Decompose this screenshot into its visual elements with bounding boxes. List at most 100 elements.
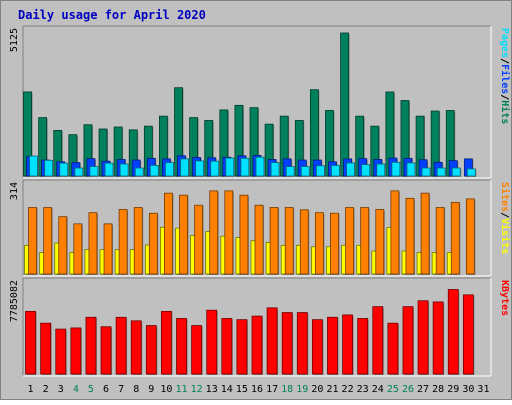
bar-kbytes xyxy=(55,328,67,375)
day-label: 18 xyxy=(281,384,293,395)
bar-sites xyxy=(58,216,68,275)
legend-separator: / xyxy=(499,94,510,100)
legend-kbytes: KBytes xyxy=(499,280,510,316)
bar-sites xyxy=(164,192,173,275)
bar-sites xyxy=(43,207,53,275)
bar-pages xyxy=(376,163,386,177)
bar-kbytes xyxy=(161,310,172,375)
day-label: 12 xyxy=(191,384,203,395)
day-label: 15 xyxy=(236,384,248,395)
bar-kbytes xyxy=(176,318,187,375)
bar-sites xyxy=(88,212,98,275)
bar-sites xyxy=(209,190,219,275)
max-value-label: 5125 xyxy=(9,28,20,52)
day-label: 24 xyxy=(372,384,384,395)
bar-hits xyxy=(340,32,349,177)
axis-legend: Pages/Files/Hits xyxy=(499,28,511,124)
bar-sites xyxy=(450,201,460,275)
day-label: 17 xyxy=(266,384,278,395)
bar-kbytes xyxy=(100,326,112,375)
bar-pages xyxy=(270,162,280,177)
day-label: 20 xyxy=(311,384,323,395)
bar-kbytes xyxy=(296,312,308,375)
max-value-label: 314 xyxy=(9,182,20,200)
bar-sites xyxy=(299,209,309,275)
day-label: 1 xyxy=(28,384,34,395)
bar-kbytes xyxy=(372,306,384,375)
max-value-label: 7785082 xyxy=(9,280,20,322)
day-label: 8 xyxy=(133,384,139,395)
day-label: 3 xyxy=(58,384,64,395)
day-label: 16 xyxy=(251,384,263,395)
bar-kbytes xyxy=(281,312,293,375)
chart-title: Daily usage for April 2020 xyxy=(18,8,206,22)
bar-sites xyxy=(118,209,128,275)
bar-kbytes xyxy=(25,310,36,375)
bar-sites xyxy=(28,207,37,275)
bar-pages xyxy=(165,162,174,177)
legend-files: Files xyxy=(499,64,511,94)
bar-kbytes xyxy=(417,300,429,375)
bar-kbytes xyxy=(191,325,203,375)
bar-kbytes xyxy=(70,327,82,375)
bar-sites xyxy=(284,207,294,275)
bar-pages xyxy=(29,155,38,177)
bar-kbytes xyxy=(327,316,338,375)
bar-kbytes xyxy=(432,301,444,375)
bar-pages xyxy=(315,165,325,177)
day-label: 14 xyxy=(221,384,233,395)
day-label: 30 xyxy=(462,384,474,395)
bar-pages xyxy=(255,156,265,177)
bar-kbytes xyxy=(40,322,52,375)
bar-kbytes xyxy=(206,309,218,375)
bar-sites xyxy=(420,192,430,275)
day-label: 25 xyxy=(387,384,399,395)
day-label: 11 xyxy=(175,384,187,395)
day-label: 9 xyxy=(148,384,154,395)
bar-kbytes xyxy=(357,318,369,375)
bar-sites xyxy=(314,212,324,275)
day-label: 10 xyxy=(160,384,172,395)
bar-sites xyxy=(435,207,445,275)
bar-pages xyxy=(210,160,220,177)
bar-sites xyxy=(465,198,475,275)
bar-kbytes xyxy=(311,319,323,375)
day-label: 2 xyxy=(43,384,49,395)
bar-kbytes xyxy=(266,307,278,375)
bar-pages xyxy=(406,162,416,177)
bar-pages xyxy=(180,158,189,177)
bar-sites xyxy=(103,223,113,275)
bar-pages xyxy=(59,162,69,177)
bar-pages xyxy=(44,159,54,177)
bar-pages xyxy=(466,168,476,177)
bar-sites xyxy=(269,207,279,275)
bar-kbytes xyxy=(130,320,142,375)
bar-pages xyxy=(119,163,129,177)
axis-legend: Sites/Visits xyxy=(499,182,511,254)
day-label: 22 xyxy=(342,384,354,395)
bar-sites xyxy=(148,212,158,275)
day-label: 7 xyxy=(118,384,124,395)
legend-sites: Sites xyxy=(499,182,511,212)
bar-sites xyxy=(73,223,83,275)
legend-pages: Pages xyxy=(499,28,510,58)
day-label: 13 xyxy=(206,384,218,395)
bar-pages xyxy=(331,165,340,177)
bar-pages xyxy=(89,166,99,177)
legend-hits: Hits xyxy=(499,100,511,124)
bar-kbytes xyxy=(402,306,414,375)
bar-sites xyxy=(375,209,385,275)
bar-pages xyxy=(225,157,235,177)
bar-kbytes xyxy=(251,315,263,375)
bar-sites xyxy=(360,207,370,275)
bar-pages xyxy=(195,160,205,177)
bar-pages xyxy=(361,164,371,177)
day-label: 23 xyxy=(357,384,369,395)
bar-pages xyxy=(134,167,144,177)
bar-kbytes xyxy=(447,289,459,375)
day-label: 21 xyxy=(326,384,338,395)
bar-sites xyxy=(390,190,400,275)
bar-kbytes xyxy=(462,294,474,375)
